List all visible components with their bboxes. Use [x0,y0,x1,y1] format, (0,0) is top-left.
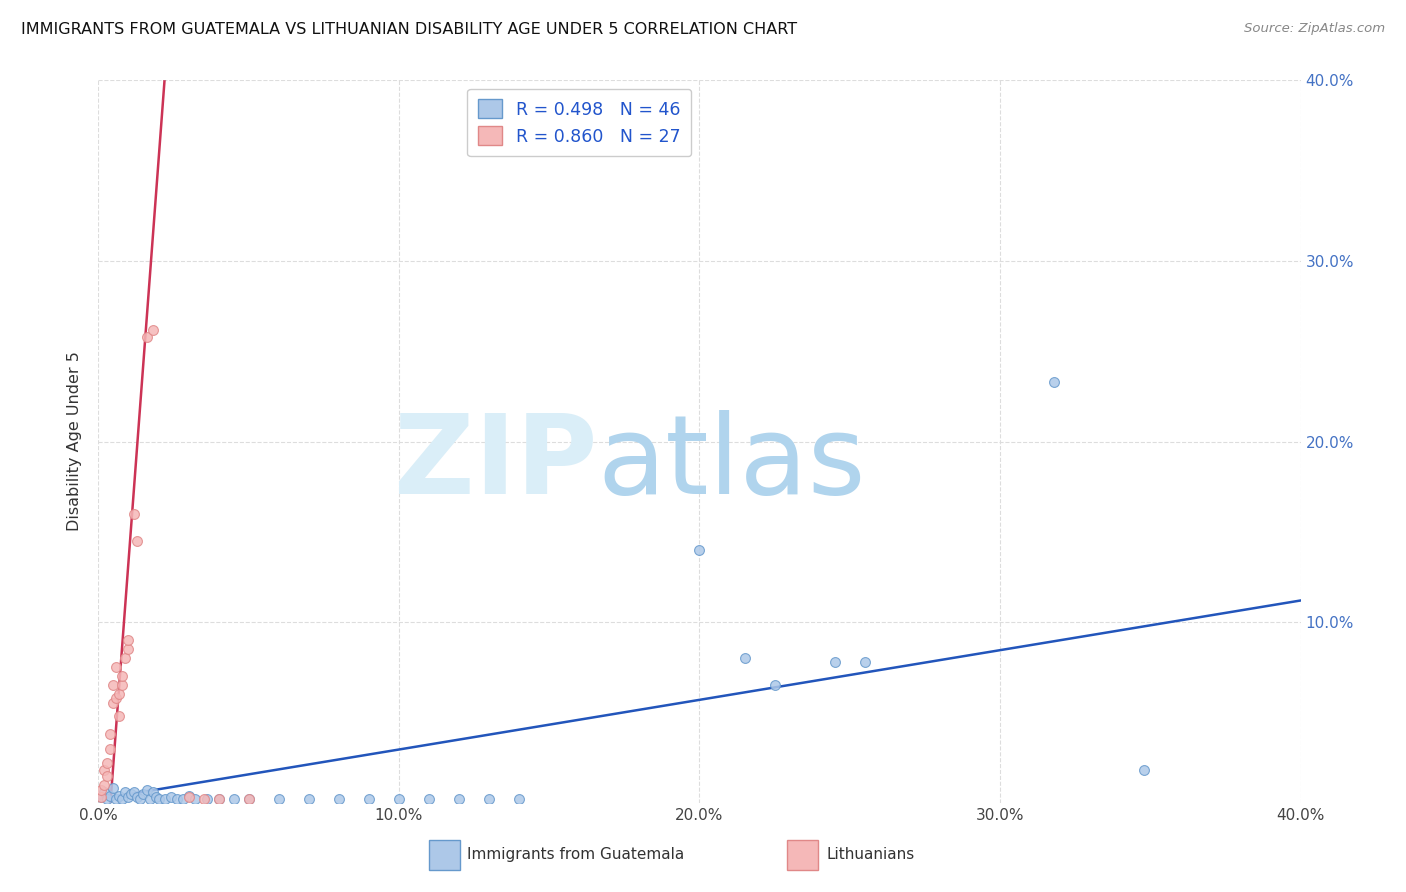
Point [127,790,149,805]
Point [145,790,167,805]
Point [734,651,756,665]
Point [117,790,139,805]
Point [357,792,380,806]
Point [238,792,260,806]
Point [124,507,146,521]
Text: Lithuanians: Lithuanians [827,847,915,863]
Point [111,792,134,806]
Point [121,787,143,801]
Point [117,642,139,657]
Point [114,785,136,799]
Point [763,678,786,692]
Point [111,678,134,692]
Point [177,789,200,803]
Point [172,792,194,806]
Point [135,330,157,344]
Point [267,792,290,806]
Point [96,792,118,806]
Point [105,660,128,674]
Point [96,756,118,770]
Point [138,792,160,806]
Point [388,792,411,806]
Point [103,678,125,692]
Point [114,651,136,665]
Point [1043,375,1066,389]
Point [222,792,245,806]
Y-axis label: Disability Age Under 5: Disability Age Under 5 [67,351,83,532]
Point [183,792,205,806]
Point [508,792,530,806]
Point [159,790,181,805]
Point [108,687,131,701]
Point [108,789,131,803]
Point [96,769,118,783]
Point [208,792,231,806]
Point [141,322,163,336]
Point [193,792,215,806]
Point [100,741,122,756]
Point [90,790,112,805]
Point [853,655,876,669]
Point [148,792,170,806]
Point [100,789,122,803]
Point [166,792,188,806]
Point [124,785,146,799]
Text: Immigrants from Guatemala: Immigrants from Guatemala [467,847,685,863]
Point [127,533,149,548]
Point [93,785,115,799]
Point [195,792,218,806]
Text: atlas: atlas [598,409,866,516]
Point [93,778,115,792]
Point [90,790,112,805]
Point [208,792,231,806]
Text: IMMIGRANTS FROM GUATEMALA VS LITHUANIAN DISABILITY AGE UNDER 5 CORRELATION CHART: IMMIGRANTS FROM GUATEMALA VS LITHUANIAN … [21,22,797,37]
Point [141,785,163,799]
Point [153,792,176,806]
Point [90,783,112,797]
Point [238,792,260,806]
Point [108,709,131,723]
Point [135,783,157,797]
Point [177,790,200,805]
Text: ZIP: ZIP [394,409,598,516]
Point [418,792,440,806]
Point [105,792,128,806]
Point [132,787,155,801]
Point [447,792,470,806]
Point [689,542,711,557]
Point [103,697,125,711]
Point [100,727,122,741]
Text: Source: ZipAtlas.com: Source: ZipAtlas.com [1244,22,1385,36]
Point [117,633,139,648]
Point [478,792,501,806]
Point [103,781,125,796]
Point [129,792,152,806]
Point [298,792,321,806]
Point [93,764,115,778]
Point [328,792,350,806]
Point [105,691,128,706]
Point [1133,764,1156,778]
Point [111,669,134,683]
Legend: R = 0.498   N = 46, R = 0.860   N = 27: R = 0.498 N = 46, R = 0.860 N = 27 [467,89,692,156]
Point [824,655,846,669]
